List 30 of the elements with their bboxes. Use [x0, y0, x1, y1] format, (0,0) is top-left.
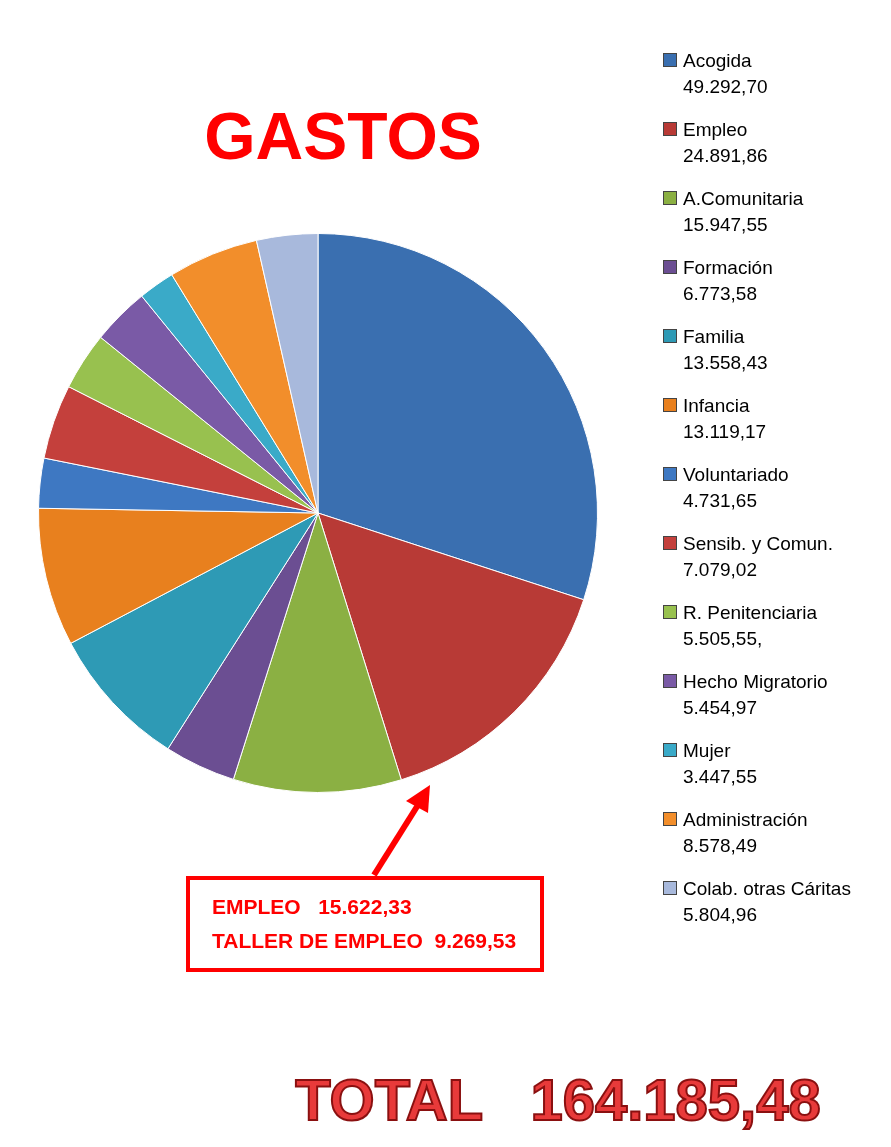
data-label: 6.773,58	[682, 282, 758, 306]
data-label: 13.558,43	[682, 351, 769, 375]
data-label: 24.891,86	[682, 144, 769, 168]
legend-label: Colab. otras Cáritas	[683, 878, 851, 899]
data-label: 7.079,02	[682, 558, 758, 582]
legend-label: Administración	[683, 809, 808, 830]
legend-label: Formación	[683, 257, 773, 278]
legend-label: Sensib. y Comun.	[683, 533, 833, 554]
text: TALLER DE EMPLEO 9.269,53	[212, 928, 518, 954]
legend-label: Infancia	[683, 395, 750, 416]
data-label: 5.505,55,	[682, 627, 764, 651]
text: GASTOS	[203, 98, 483, 174]
legend-label: Voluntariado	[683, 464, 789, 485]
data-label: 5.804,96	[682, 903, 758, 927]
legend-label: R. Penitenciaria	[683, 602, 818, 623]
text: TOTAL 164.185,48	[294, 1066, 822, 1133]
data-label: 13.119,17	[682, 420, 768, 444]
data-label: 8.578,49	[682, 834, 758, 858]
data-label: 15.947,55	[682, 213, 769, 237]
data-label: 5.454,97	[682, 696, 758, 720]
data-label: 4.731,65	[682, 489, 758, 513]
legend-label: Empleo	[683, 119, 748, 140]
legend-label: Acogida	[683, 50, 752, 71]
text: EMPLEO 15.622,33	[212, 894, 413, 920]
legend-label: Familia	[683, 326, 745, 347]
legend-label: Hecho Migratorio	[683, 671, 828, 692]
legend-label: A.Comunitaria	[683, 188, 804, 209]
data-label: 3.447,55	[682, 765, 758, 789]
data-label: 49.292,70	[682, 75, 769, 99]
legend-label: Mujer	[683, 740, 731, 761]
